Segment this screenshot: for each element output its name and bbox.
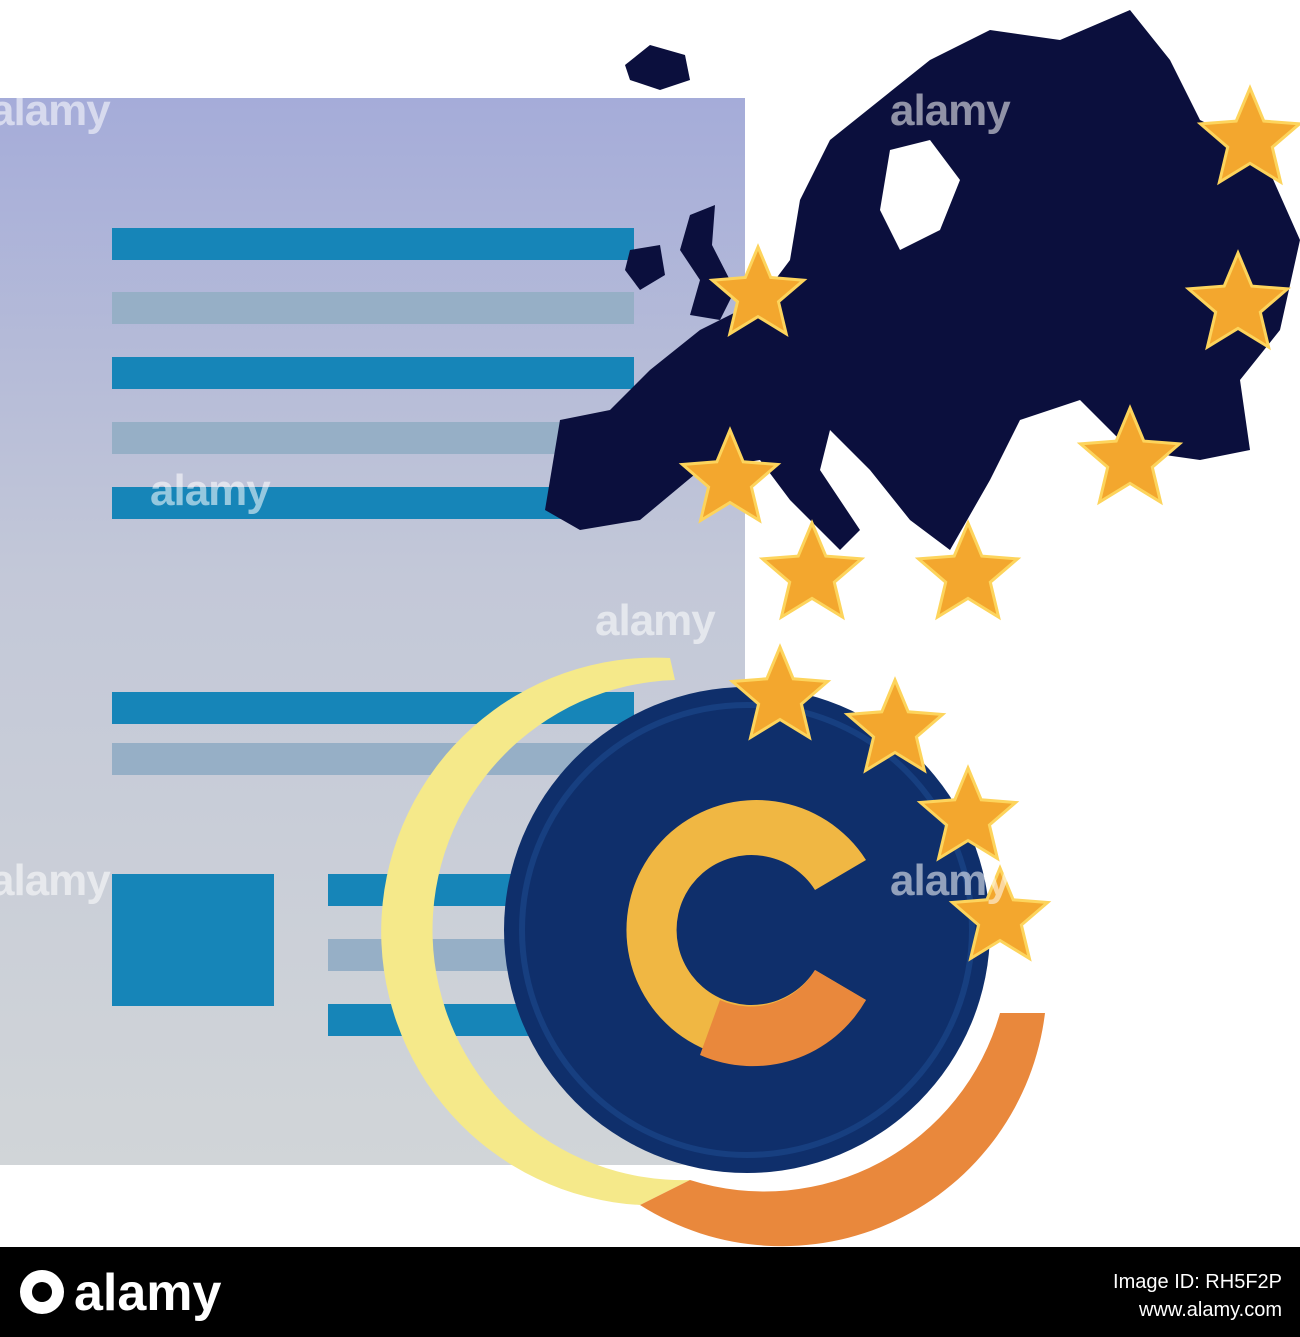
watermark: alamy xyxy=(150,466,271,515)
site-url: www.alamy.com xyxy=(1138,1299,1282,1321)
watermark: alamy xyxy=(595,596,716,645)
watermark: alamy xyxy=(890,856,1011,905)
footer-logo-icon xyxy=(32,1282,52,1302)
page: alamy alamy alamy alamy alamy alamy alam… xyxy=(0,0,1300,1337)
watermark: alamy xyxy=(890,86,1011,135)
footer-logo: alamy xyxy=(74,1264,222,1322)
watermark: alamy xyxy=(0,856,111,905)
image-id: Image ID: RH5F2P xyxy=(1113,1271,1282,1293)
watermark: alamy xyxy=(0,86,111,135)
illustration: alamy alamy alamy alamy alamy alamy alam… xyxy=(0,0,1300,1337)
